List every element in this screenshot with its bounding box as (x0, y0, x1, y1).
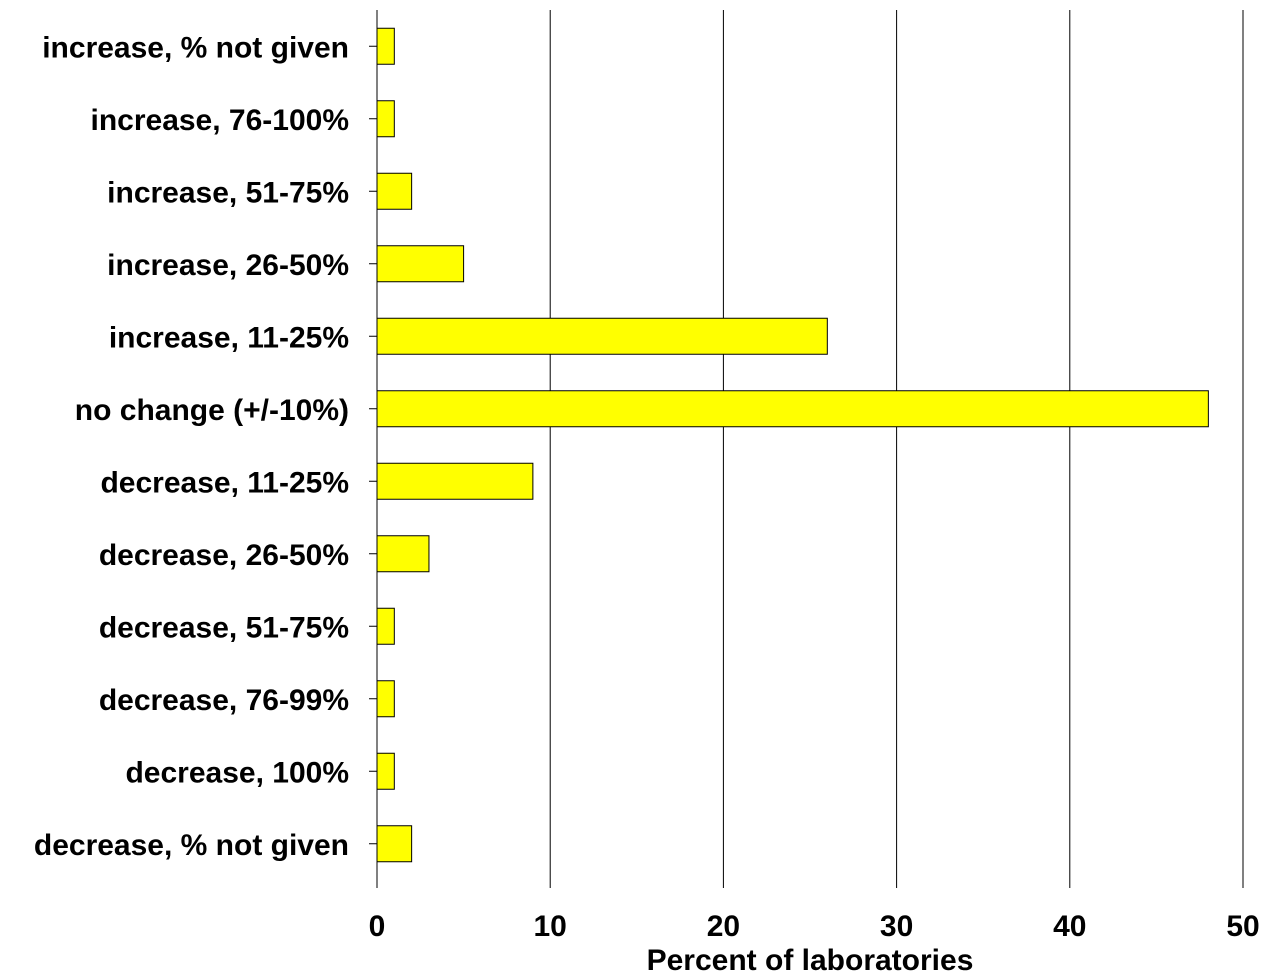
x-tick-label-40: 40 (1053, 910, 1086, 943)
bar-8 (376, 607, 395, 645)
x-tick-labels: 0 10 20 30 40 50 (369, 910, 1260, 943)
bar-1 (376, 100, 395, 138)
category-label-9: decrease, 76-99% (99, 684, 349, 717)
x-tick-label-30: 30 (880, 910, 913, 943)
bar-3 (376, 245, 465, 283)
category-label-2: increase, 51-75% (107, 176, 349, 209)
category-label-7: decrease, 26-50% (99, 539, 349, 572)
x-tick-label-0: 0 (369, 910, 386, 943)
x-tick-label-10: 10 (534, 910, 567, 943)
bar-9 (376, 680, 395, 718)
bar-2 (376, 172, 413, 210)
category-label-10: decrease, 100% (125, 756, 349, 789)
axes (369, 10, 1244, 888)
bar-5 (376, 390, 1209, 428)
x-tick-label-50: 50 (1226, 910, 1259, 943)
category-label-3: increase, 26-50% (107, 249, 349, 282)
x-axis-title: Percent of laboratories (647, 944, 974, 975)
gridlines (549, 10, 1244, 880)
category-label-5: no change (+/-10%) (75, 394, 349, 427)
category-label-0: increase, % not given (42, 31, 349, 64)
category-label-1: increase, 76-100% (90, 104, 349, 137)
bar-10 (376, 752, 395, 790)
bar-7 (376, 535, 430, 573)
bar-0 (376, 27, 395, 65)
category-label-11: decrease, % not given (34, 829, 349, 862)
category-labels: increase, % not given increase, 76-100% in… (34, 31, 349, 862)
category-label-8: decrease, 51-75% (99, 611, 349, 644)
bars (376, 27, 1209, 863)
category-label-6: decrease, 11-25% (100, 466, 349, 499)
bar-4 (376, 317, 828, 355)
x-tick-label-20: 20 (707, 910, 740, 943)
bar-11 (376, 825, 413, 863)
bar-6 (376, 462, 534, 500)
category-label-4: increase, 11-25% (109, 321, 349, 354)
